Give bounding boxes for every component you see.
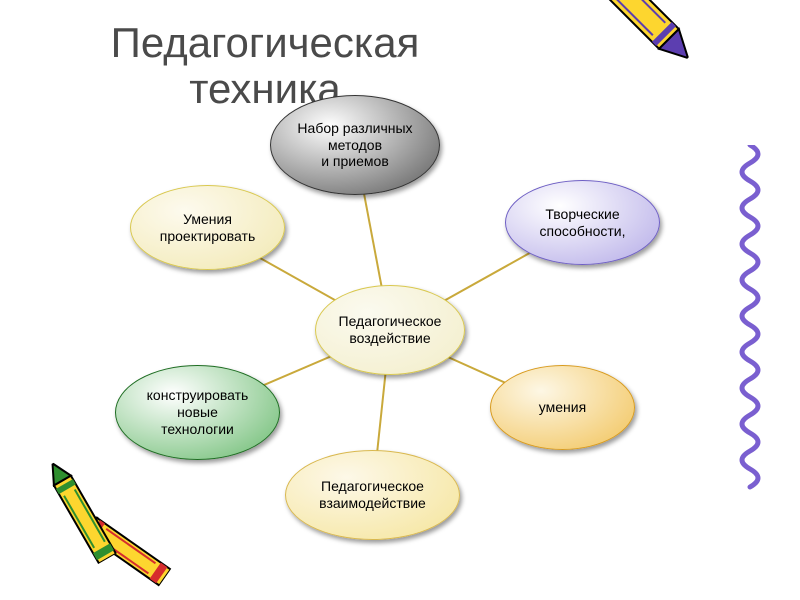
node-top: Набор различныхметодови приемов bbox=[270, 95, 440, 195]
node-r: умения bbox=[490, 365, 635, 450]
node-label: Творческиеспособности, bbox=[540, 206, 626, 240]
squiggle-icon bbox=[725, 145, 775, 495]
node-label: умения bbox=[539, 399, 586, 416]
center-node: Педагогическоевоздействие bbox=[315, 285, 465, 375]
node-bl: конструироватьновыетехнологии bbox=[115, 365, 280, 460]
node-bot: Педагогическоевзаимодействие bbox=[285, 450, 460, 540]
radial-diagram: Набор различныхметодови приемов Творчески… bbox=[0, 0, 800, 600]
node-label: Набор различныхметодови приемов bbox=[297, 120, 412, 170]
node-tr: Творческиеспособности, bbox=[505, 180, 660, 265]
node-label: Педагогическоевоздействие bbox=[339, 313, 442, 347]
node-label: Уменияпроектировать bbox=[160, 211, 256, 245]
node-label: Педагогическоевзаимодействие bbox=[319, 478, 426, 512]
node-tl: Уменияпроектировать bbox=[130, 185, 285, 270]
node-label: конструироватьновыетехнологии bbox=[147, 387, 249, 437]
